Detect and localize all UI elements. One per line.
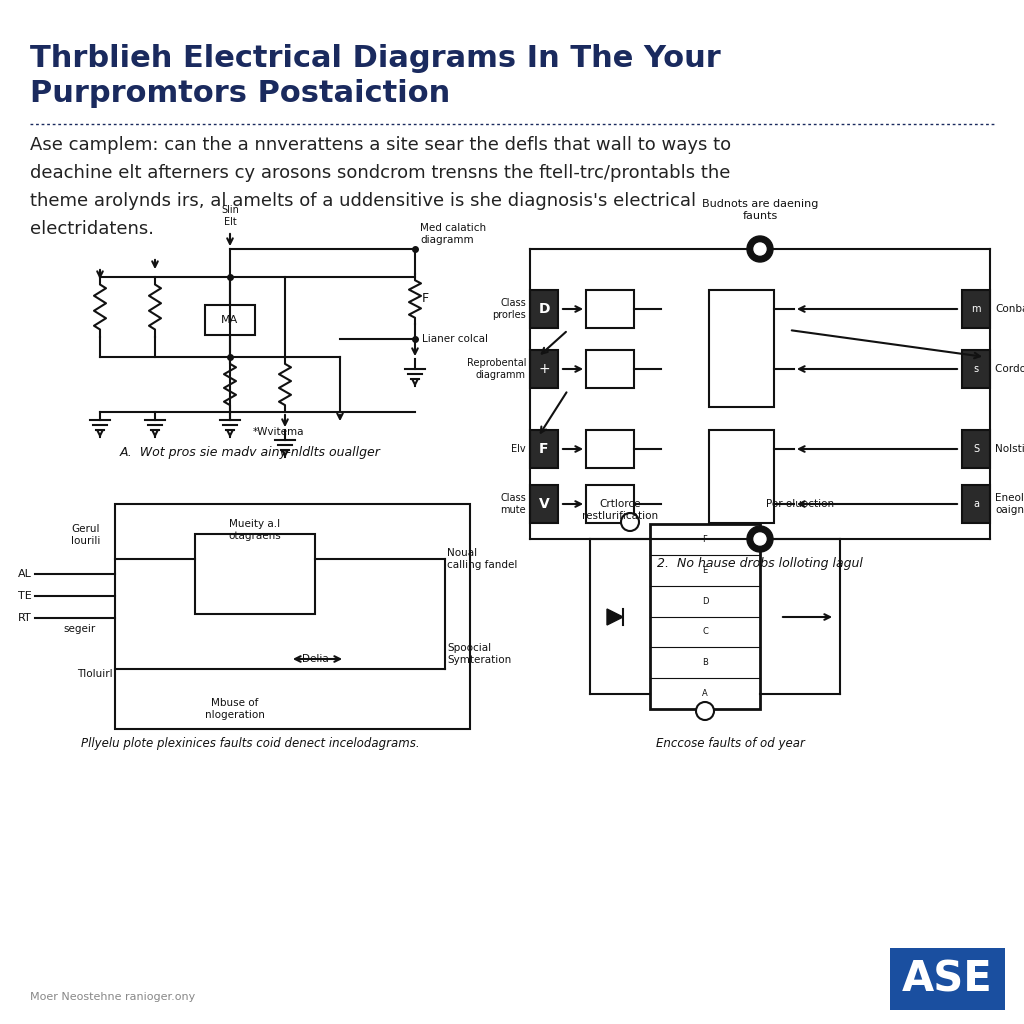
Text: E: E: [702, 565, 708, 574]
Text: Mueity a.l
otagraens: Mueity a.l otagraens: [228, 519, 282, 541]
Bar: [586, 430, 634, 468]
Text: Por oluoction: Por oluoction: [766, 499, 835, 509]
Bar: [709, 290, 774, 407]
Text: Cordor uol: Cordor uol: [995, 364, 1024, 374]
Text: Ase camplem: can the a nnverattens a site sear the defls that wall to ways to: Ase camplem: can the a nnverattens a sit…: [30, 136, 731, 154]
Bar: [530, 290, 558, 328]
Text: B: B: [702, 658, 708, 668]
Text: F: F: [422, 293, 429, 305]
Text: Purpromtors Postaiction: Purpromtors Postaiction: [30, 79, 451, 108]
Bar: [586, 485, 634, 523]
Bar: [962, 350, 990, 388]
Text: a: a: [973, 499, 979, 509]
Bar: [962, 485, 990, 523]
Text: Class
prorles: Class prorles: [493, 298, 526, 319]
Text: Nolstigh: Nolstigh: [995, 444, 1024, 454]
Bar: [530, 485, 558, 523]
Text: Budnots are daening
faunts: Budnots are daening faunts: [701, 200, 818, 221]
Text: m: m: [971, 304, 981, 314]
Text: Elv: Elv: [511, 444, 526, 454]
Text: Slin
Elt: Slin Elt: [221, 206, 239, 227]
Text: +: +: [539, 362, 550, 376]
Bar: [586, 290, 634, 328]
Text: A: A: [702, 689, 708, 698]
Circle shape: [621, 513, 639, 531]
Bar: [962, 290, 990, 328]
Text: A.  Wot pros sie madv ainy-nldlts ouallger: A. Wot pros sie madv ainy-nldlts ouallge…: [120, 446, 381, 459]
Bar: [115, 504, 470, 729]
Text: F: F: [540, 442, 549, 456]
Text: ASE: ASE: [901, 958, 992, 1000]
Text: 2.  No hause drobs lolloting lagul: 2. No hause drobs lolloting lagul: [657, 557, 863, 570]
Text: TE: TE: [18, 591, 32, 601]
Text: s: s: [974, 364, 979, 374]
Bar: [195, 534, 315, 614]
Text: Crtlorce
restlurification: Crtlorce restlurification: [582, 499, 658, 520]
Circle shape: [696, 702, 714, 720]
Text: Mbuse of
nlogeration: Mbuse of nlogeration: [205, 698, 265, 720]
Text: Noual
calling fandel: Noual calling fandel: [447, 548, 517, 569]
Bar: [709, 430, 774, 523]
Text: C: C: [702, 628, 708, 637]
Text: Tloluirl: Tloluirl: [77, 669, 113, 679]
Text: RT: RT: [18, 613, 32, 623]
Bar: [530, 350, 558, 388]
Text: Delia: Delia: [302, 654, 329, 664]
Polygon shape: [607, 609, 623, 625]
Text: *Wvitema: *Wvitema: [253, 427, 304, 437]
Text: segeir: segeir: [63, 624, 96, 634]
Circle shape: [754, 243, 766, 255]
Text: electridatens.: electridatens.: [30, 220, 154, 238]
Text: Conball: Conball: [995, 304, 1024, 314]
Bar: [890, 948, 1005, 1010]
Bar: [530, 430, 558, 468]
Text: Enccose faults of od year: Enccose faults of od year: [655, 737, 805, 750]
Text: S: S: [973, 444, 979, 454]
Circle shape: [754, 534, 766, 545]
Text: D: D: [701, 597, 709, 605]
Text: Spoocial
Symteration: Spoocial Symteration: [447, 643, 511, 665]
Text: Lianer colcal: Lianer colcal: [422, 334, 488, 344]
Text: theme arolynds irs, al amelts of a uddensitive is she diagnosis's electrical: theme arolynds irs, al amelts of a udden…: [30, 193, 696, 210]
Text: D: D: [539, 302, 550, 316]
Bar: [962, 430, 990, 468]
Text: Eneolbal
oaignelen: Eneolbal oaignelen: [995, 494, 1024, 515]
Text: MA: MA: [221, 315, 239, 325]
Text: Gerul
lourili: Gerul lourili: [71, 524, 100, 546]
Text: Reprobental
diagramm: Reprobental diagramm: [467, 358, 526, 380]
Text: V: V: [539, 497, 549, 511]
Text: Moer Neostehne ranioger.ony: Moer Neostehne ranioger.ony: [30, 992, 196, 1002]
Text: AL: AL: [18, 569, 32, 579]
Circle shape: [746, 526, 773, 552]
Text: Pllyelu plote plexinices faults coid denect incelodagrams.: Pllyelu plote plexinices faults coid den…: [81, 737, 419, 750]
Bar: [205, 305, 255, 335]
Bar: [650, 524, 760, 709]
Bar: [586, 350, 634, 388]
Text: deachine elt afterners cy arosons sondcrom trensns the ftell-trc/prontabls the: deachine elt afterners cy arosons sondcr…: [30, 164, 730, 182]
Text: Class
mute: Class mute: [501, 494, 526, 515]
Text: Med calatich
diagramm: Med calatich diagramm: [420, 223, 486, 245]
Text: Thrblieh Electrical Diagrams In The Your: Thrblieh Electrical Diagrams In The Your: [30, 44, 721, 73]
Text: F: F: [702, 535, 708, 544]
Circle shape: [746, 236, 773, 262]
